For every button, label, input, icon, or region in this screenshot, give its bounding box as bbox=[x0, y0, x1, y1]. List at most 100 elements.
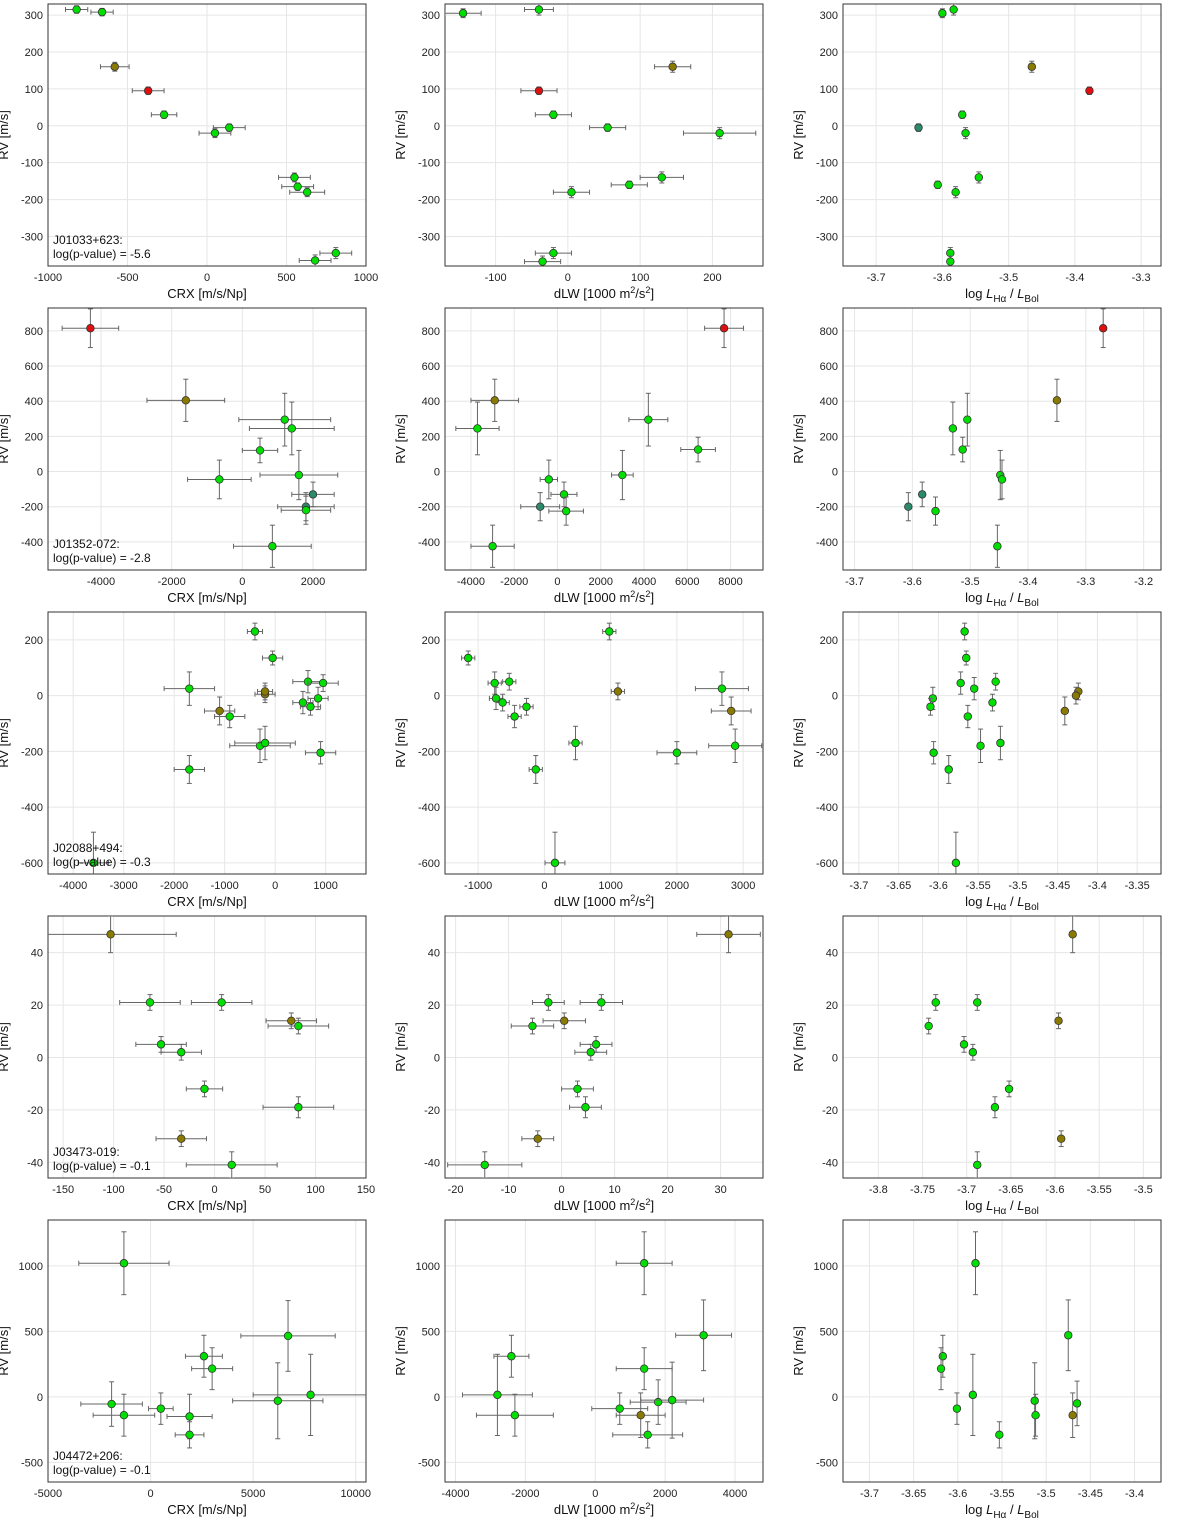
plot-frame bbox=[47, 611, 367, 875]
data-point bbox=[969, 684, 979, 693]
y-tick-label: 600 bbox=[820, 361, 838, 373]
y-tick-label: 1000 bbox=[19, 1261, 43, 1273]
x-tick-label: -3.5 bbox=[999, 272, 1018, 284]
data-point bbox=[215, 475, 224, 484]
data-point bbox=[959, 1040, 969, 1049]
plot-frame bbox=[842, 1219, 1162, 1483]
data-point bbox=[199, 1352, 209, 1361]
plot-frame bbox=[842, 611, 1162, 875]
plot-frame bbox=[47, 915, 367, 1179]
p-value-annotation: log(p-value) = -5.6 bbox=[53, 247, 151, 261]
data-point bbox=[544, 998, 553, 1007]
y-tick-label: 500 bbox=[422, 1326, 440, 1338]
plot-area bbox=[445, 1220, 763, 1482]
x-tick-label: -3.4 bbox=[1019, 576, 1038, 588]
y-tick-label: 0 bbox=[832, 467, 838, 479]
data-point bbox=[639, 1259, 649, 1268]
y-axis-label: RV [m/s] bbox=[0, 110, 11, 160]
data-layer bbox=[78, 1231, 366, 1449]
data-point bbox=[510, 1410, 520, 1420]
x-tick-label: -3.75 bbox=[910, 1184, 935, 1196]
y-axis-label: RV [m/s] bbox=[0, 1326, 11, 1376]
y-tick-label: 400 bbox=[422, 396, 440, 408]
y-tick-label: -20 bbox=[27, 1105, 43, 1117]
x-axis-label: log LHα / LBol bbox=[965, 894, 1039, 913]
x-tick-label: -3.7 bbox=[849, 880, 868, 892]
data-point bbox=[657, 173, 667, 182]
x-tick-label: -1000 bbox=[464, 880, 492, 892]
x-tick-label: -3.6 bbox=[903, 576, 922, 588]
data-point bbox=[963, 712, 973, 721]
y-tick-label: 800 bbox=[820, 326, 838, 338]
data-point bbox=[473, 424, 482, 433]
x-tick-label: 30 bbox=[714, 1184, 726, 1196]
data-point bbox=[316, 748, 325, 757]
data-point bbox=[185, 1430, 194, 1440]
data-layer bbox=[77, 622, 339, 874]
data-point bbox=[961, 128, 970, 138]
x-tick-label: 2000 bbox=[301, 576, 325, 588]
x-tick-label: -4000 bbox=[457, 576, 485, 588]
data-point bbox=[586, 1048, 595, 1057]
data-point bbox=[331, 248, 340, 258]
chart-panel: -3.7 -3.6 -3.5 -3.4 -3.3 -3.2 -400 -200 0 200 400 6… bbox=[791, 307, 1162, 609]
data-point bbox=[534, 5, 544, 14]
x-tick-label: -3.2 bbox=[1134, 576, 1153, 588]
chart-panel: -4000 -2000 0 2000 4000 6000 8000-400-20002004… bbox=[393, 307, 764, 605]
data-point bbox=[86, 324, 95, 333]
data-point bbox=[944, 765, 953, 774]
data-point bbox=[1068, 1410, 1077, 1420]
x-tick-label: -3.5 bbox=[1134, 1184, 1153, 1196]
data-point bbox=[306, 1390, 315, 1400]
y-tick-label: 500 bbox=[25, 1326, 43, 1338]
data-point bbox=[533, 1134, 542, 1143]
data-point bbox=[302, 187, 312, 197]
data-point bbox=[717, 684, 727, 693]
data-point bbox=[290, 173, 299, 182]
y-tick-label: 0 bbox=[832, 691, 838, 703]
data-point bbox=[918, 490, 927, 499]
x-tick-label: 200 bbox=[703, 272, 721, 284]
data-point bbox=[493, 1390, 502, 1400]
y-tick-label: -200 bbox=[418, 502, 440, 514]
data-point bbox=[1052, 396, 1062, 405]
x-tick-label: 0 bbox=[559, 1184, 565, 1196]
star-id-annotation: J01033+623: bbox=[53, 233, 123, 247]
y-tick-label: -40 bbox=[424, 1157, 440, 1169]
data-point bbox=[310, 256, 320, 265]
y-tick-label: 20 bbox=[826, 1000, 838, 1012]
data-point bbox=[1085, 86, 1094, 95]
y-tick-label: 0 bbox=[37, 1392, 43, 1404]
data-point bbox=[730, 741, 740, 750]
x-tick-label: 2000 bbox=[665, 880, 689, 892]
y-tick-label: 400 bbox=[25, 396, 43, 408]
x-tick-label: 3000 bbox=[731, 880, 755, 892]
plot-frame bbox=[842, 307, 1162, 571]
data-point bbox=[571, 738, 580, 748]
x-tick-label: -3.3 bbox=[1076, 576, 1095, 588]
data-point bbox=[958, 445, 967, 454]
plot-frame bbox=[444, 1219, 764, 1483]
data-layer bbox=[447, 916, 761, 1178]
data-point bbox=[260, 738, 270, 748]
x-tick-label: -500 bbox=[116, 272, 138, 284]
data-layer bbox=[445, 4, 757, 266]
plot-area bbox=[445, 4, 763, 266]
data-point bbox=[996, 738, 1005, 748]
data-point bbox=[177, 1048, 186, 1057]
data-point bbox=[306, 702, 315, 711]
p-value-annotation: log(p-value) = -2.8 bbox=[53, 551, 151, 565]
plot-frame bbox=[47, 3, 367, 267]
x-tick-label: 10000 bbox=[340, 1488, 371, 1500]
data-point bbox=[250, 627, 260, 636]
y-tick-label: 300 bbox=[820, 10, 838, 22]
p-value-annotation: log(p-value) = -0.3 bbox=[53, 855, 151, 869]
x-tick-label: 500 bbox=[277, 272, 295, 284]
x-tick-label: 6000 bbox=[675, 576, 699, 588]
star-id-annotation: J03473-019: bbox=[53, 1145, 120, 1159]
data-point bbox=[200, 1084, 209, 1094]
x-axis-label: CRX [m/s/Np] bbox=[167, 590, 246, 605]
data-layer bbox=[936, 1231, 1082, 1449]
data-point bbox=[567, 187, 576, 197]
